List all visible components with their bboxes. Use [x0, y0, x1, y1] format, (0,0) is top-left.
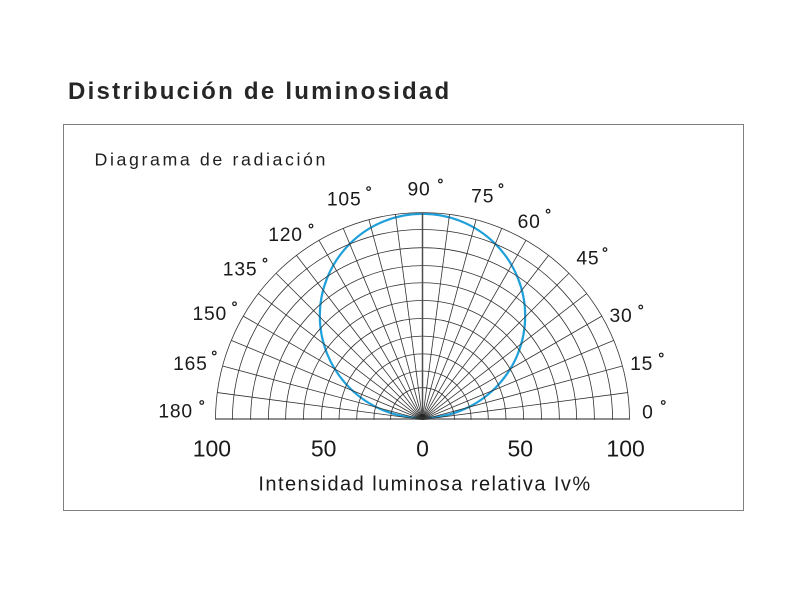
svg-text:15: 15: [630, 354, 653, 375]
svg-text:0: 0: [416, 435, 429, 461]
svg-text:90: 90: [407, 179, 430, 200]
svg-text:100: 100: [606, 435, 644, 461]
svg-text:60: 60: [518, 212, 541, 233]
svg-text:Intensidad luminosa relativa I: Intensidad luminosa relativa Iv%: [258, 474, 591, 496]
svg-text:Distribución de luminosidad: Distribución de luminosidad: [68, 78, 451, 105]
svg-text:75: 75: [471, 187, 494, 208]
svg-text:30: 30: [609, 306, 632, 327]
svg-text:120: 120: [268, 225, 303, 246]
svg-text:45: 45: [576, 249, 599, 270]
svg-text:135: 135: [223, 260, 258, 281]
svg-text:150: 150: [193, 304, 228, 325]
svg-text:0: 0: [642, 402, 654, 423]
svg-text:180: 180: [158, 402, 193, 423]
svg-text:50: 50: [311, 435, 337, 461]
svg-text:100: 100: [193, 435, 231, 461]
svg-text:165: 165: [173, 354, 208, 375]
svg-text:50: 50: [508, 435, 534, 461]
svg-text:105: 105: [327, 190, 362, 211]
svg-text:Diagrama de radiación: Diagrama de radiación: [95, 150, 329, 170]
